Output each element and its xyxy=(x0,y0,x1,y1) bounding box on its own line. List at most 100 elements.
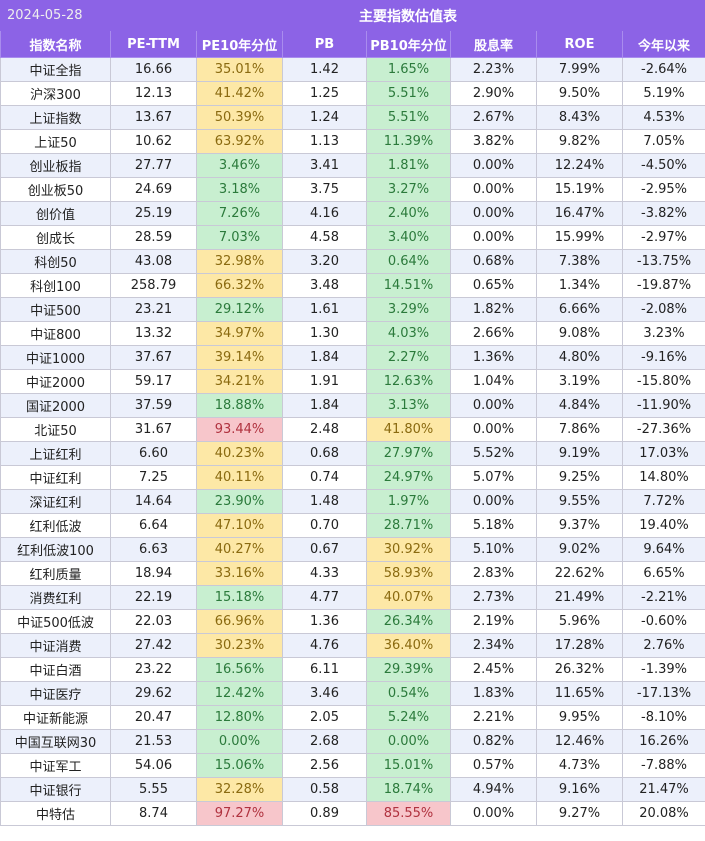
pb-percentile-cell: 36.40% xyxy=(366,633,451,658)
pb-cell: 1.48 xyxy=(282,489,367,514)
pe-ttm-cell: 31.67 xyxy=(110,417,197,442)
col-header-pe-percentile[interactable]: PE10年分位 xyxy=(196,30,283,58)
table-row: 消费红利 22.19 15.18% 4.77 40.07% 2.73% 21.49% -2.2… xyxy=(0,585,705,610)
pb-cell: 1.25 xyxy=(282,81,367,106)
dividend-yield-cell: 2.67% xyxy=(450,105,537,130)
pb-cell: 0.74 xyxy=(282,465,367,490)
col-header-pb-percentile[interactable]: PB10年分位 xyxy=(366,30,451,58)
ytd-return-cell: -8.10% xyxy=(621,705,705,730)
pb-cell: 0.58 xyxy=(282,777,367,802)
pe-ttm-cell: 18.94 xyxy=(110,561,197,586)
pe-ttm-cell: 59.17 xyxy=(110,369,197,394)
pb-cell: 1.61 xyxy=(282,297,367,322)
table-title: 主要指数估值表 xyxy=(109,0,705,31)
pe-ttm-cell: 6.64 xyxy=(110,513,197,538)
dividend-yield-cell: 1.82% xyxy=(450,297,537,322)
roe-cell: 7.38% xyxy=(536,249,623,274)
pb-cell: 1.36 xyxy=(282,609,367,634)
ytd-return-cell: -15.80% xyxy=(621,369,705,394)
dividend-yield-cell: 0.57% xyxy=(450,753,537,778)
table-row: 红利质量 18.94 33.16% 4.33 58.93% 2.83% 22.62% 6.65… xyxy=(0,561,705,586)
table-row: 中证军工 54.06 15.06% 2.56 15.01% 0.57% 4.73% -7.88… xyxy=(0,753,705,778)
table-row: 中证医疗 29.62 12.42% 3.46 0.54% 1.83% 11.65% -17.1… xyxy=(0,681,705,706)
table-row: 创价值 25.19 7.26% 4.16 2.40% 0.00% 16.47% -3.82% xyxy=(0,201,705,226)
table-row: 沪深300 12.13 41.42% 1.25 5.51% 2.90% 9.50% 5.19% xyxy=(0,81,705,106)
index-name-cell: 中证白酒 xyxy=(0,657,111,682)
dividend-yield-cell: 5.07% xyxy=(450,465,537,490)
pe-percentile-cell: 66.32% xyxy=(196,273,283,298)
index-name-cell: 中证500 xyxy=(0,297,111,322)
pb-cell: 4.76 xyxy=(282,633,367,658)
roe-cell: 5.96% xyxy=(536,609,623,634)
ytd-return-cell: -2.08% xyxy=(621,297,705,322)
roe-cell: 7.99% xyxy=(536,57,623,82)
table-row: 中特估 8.74 97.27% 0.89 85.55% 0.00% 9.27% 20.08% xyxy=(0,801,705,826)
col-header-ytd[interactable]: 今年以来 xyxy=(621,30,705,58)
pb-percentile-cell: 5.51% xyxy=(366,81,451,106)
roe-cell: 15.99% xyxy=(536,225,623,250)
pe-percentile-cell: 35.01% xyxy=(196,57,283,82)
col-header-index-name[interactable]: 指数名称 xyxy=(0,30,111,58)
pb-percentile-cell: 30.92% xyxy=(366,537,451,562)
table-row: 国证2000 37.59 18.88% 1.84 3.13% 0.00% 4.84% -11.… xyxy=(0,393,705,418)
pb-percentile-cell: 1.65% xyxy=(366,57,451,82)
index-name-cell: 红利质量 xyxy=(0,561,111,586)
pe-ttm-cell: 28.59 xyxy=(110,225,197,250)
dividend-yield-cell: 2.90% xyxy=(450,81,537,106)
roe-cell: 16.47% xyxy=(536,201,623,226)
index-name-cell: 中证红利 xyxy=(0,465,111,490)
index-name-cell: 中证消费 xyxy=(0,633,111,658)
table-row: 中证消费 27.42 30.23% 4.76 36.40% 2.34% 17.28% 2.76… xyxy=(0,633,705,658)
pb-cell: 3.48 xyxy=(282,273,367,298)
dividend-yield-cell: 0.00% xyxy=(450,177,537,202)
dividend-yield-cell: 0.00% xyxy=(450,417,537,442)
index-name-cell: 消费红利 xyxy=(0,585,111,610)
table-row: 红利低波 6.64 47.10% 0.70 28.71% 5.18% 9.37% 19.40% xyxy=(0,513,705,538)
pe-percentile-cell: 18.88% xyxy=(196,393,283,418)
pe-percentile-cell: 34.97% xyxy=(196,321,283,346)
pe-ttm-cell: 37.67 xyxy=(110,345,197,370)
table-row: 中证全指 16.66 35.01% 1.42 1.65% 2.23% 7.99% -2.64% xyxy=(0,57,705,82)
index-name-cell: 创价值 xyxy=(0,201,111,226)
ytd-return-cell: -2.95% xyxy=(621,177,705,202)
dividend-yield-cell: 2.66% xyxy=(450,321,537,346)
pe-ttm-cell: 21.53 xyxy=(110,729,197,754)
pb-percentile-cell: 18.74% xyxy=(366,777,451,802)
pe-percentile-cell: 33.16% xyxy=(196,561,283,586)
table-row: 中证800 13.32 34.97% 1.30 4.03% 2.66% 9.08% 3.23% xyxy=(0,321,705,346)
roe-cell: 4.73% xyxy=(536,753,623,778)
dividend-yield-cell: 2.19% xyxy=(450,609,537,634)
pb-cell: 4.33 xyxy=(282,561,367,586)
col-header-dividend-yield[interactable]: 股息率 xyxy=(450,30,537,58)
col-header-pe-ttm[interactable]: PE-TTM xyxy=(110,30,197,58)
dividend-yield-cell: 0.65% xyxy=(450,273,537,298)
col-header-pb[interactable]: PB xyxy=(282,30,367,58)
pb-cell: 3.75 xyxy=(282,177,367,202)
pe-ttm-cell: 27.42 xyxy=(110,633,197,658)
table-row: 中证红利 7.25 40.11% 0.74 24.97% 5.07% 9.25% 14.80% xyxy=(0,465,705,490)
index-name-cell: 北证50 xyxy=(0,417,111,442)
ytd-return-cell: -7.88% xyxy=(621,753,705,778)
pb-cell: 1.30 xyxy=(282,321,367,346)
pb-cell: 1.24 xyxy=(282,105,367,130)
roe-cell: 9.82% xyxy=(536,129,623,154)
pb-percentile-cell: 5.24% xyxy=(366,705,451,730)
pe-percentile-cell: 16.56% xyxy=(196,657,283,682)
ytd-return-cell: -3.82% xyxy=(621,201,705,226)
index-name-cell: 中证医疗 xyxy=(0,681,111,706)
roe-cell: 9.16% xyxy=(536,777,623,802)
dividend-yield-cell: 0.00% xyxy=(450,489,537,514)
dividend-yield-cell: 1.83% xyxy=(450,681,537,706)
dividend-yield-cell: 5.52% xyxy=(450,441,537,466)
pe-percentile-cell: 15.18% xyxy=(196,585,283,610)
ytd-return-cell: 17.03% xyxy=(621,441,705,466)
pb-cell: 2.05 xyxy=(282,705,367,730)
ytd-return-cell: -4.50% xyxy=(621,153,705,178)
col-header-roe[interactable]: ROE xyxy=(536,30,623,58)
dividend-yield-cell: 0.00% xyxy=(450,393,537,418)
ytd-return-cell: -2.64% xyxy=(621,57,705,82)
pe-percentile-cell: 97.27% xyxy=(196,801,283,826)
pe-percentile-cell: 3.46% xyxy=(196,153,283,178)
index-name-cell: 红利低波100 xyxy=(0,537,111,562)
roe-cell: 26.32% xyxy=(536,657,623,682)
